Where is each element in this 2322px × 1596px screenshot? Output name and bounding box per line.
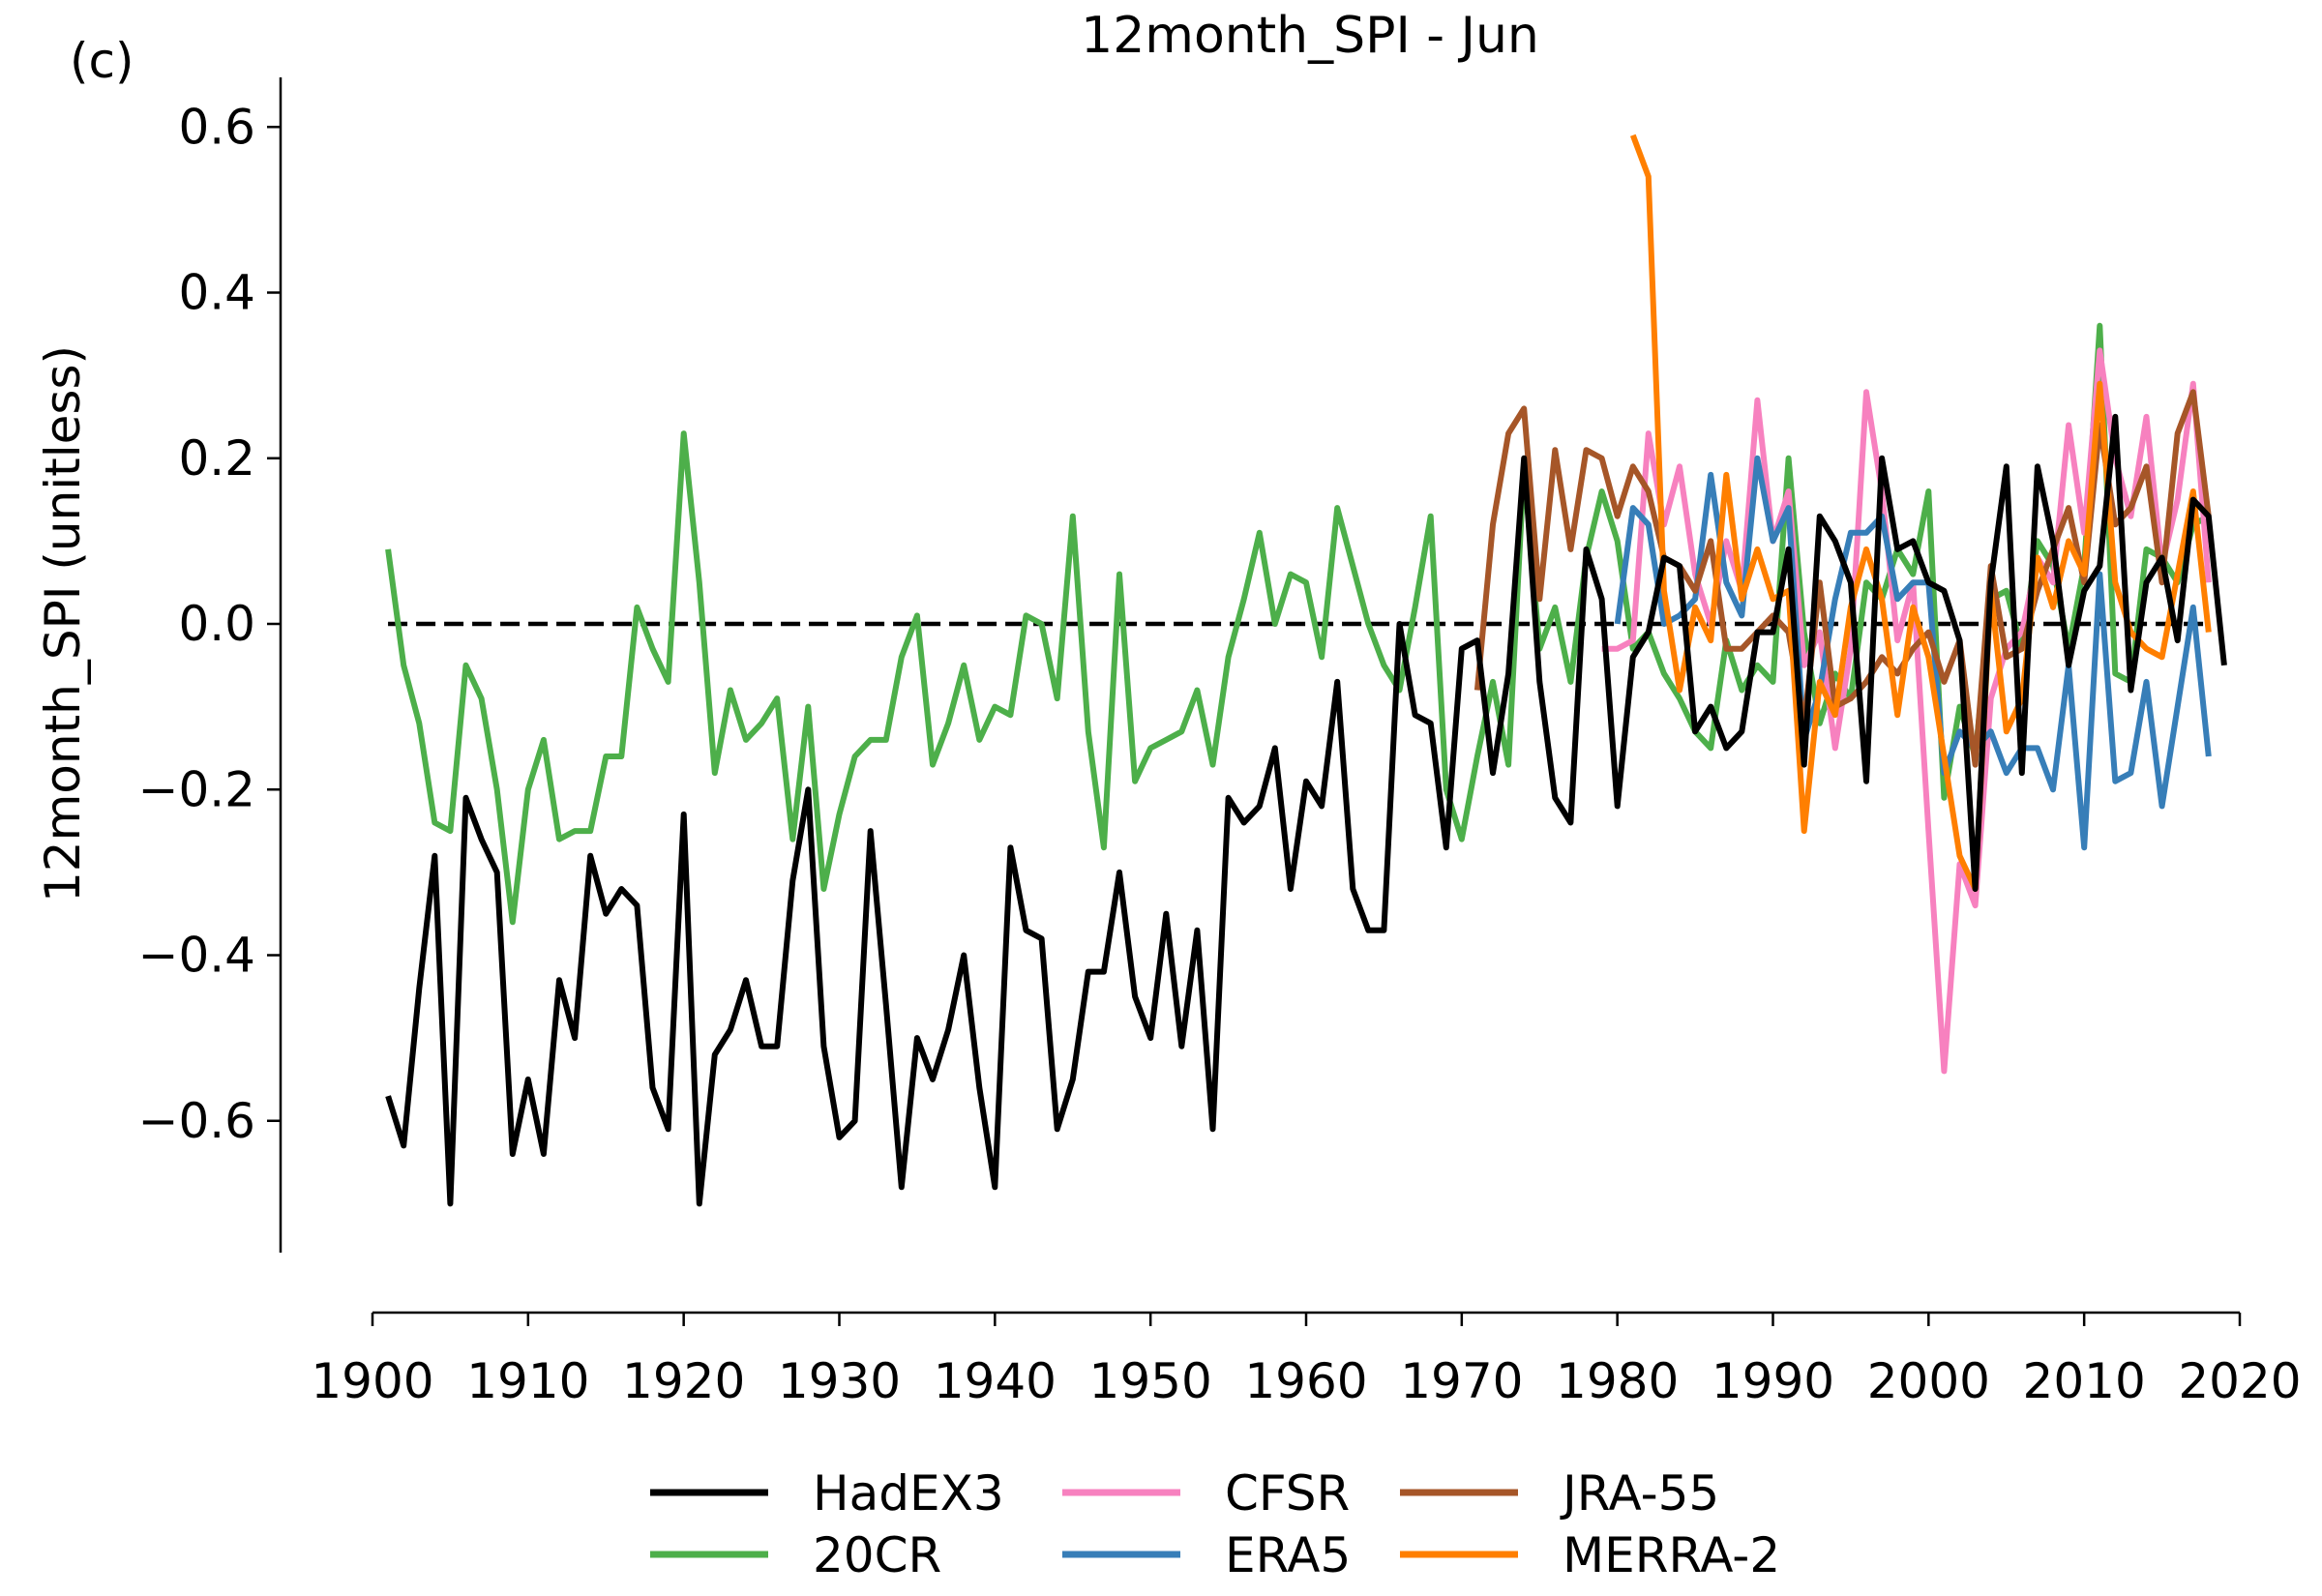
x-tick-label: 1920 xyxy=(622,1353,745,1409)
legend-label-cfsr: CFSR xyxy=(1225,1465,1350,1522)
x-tick-label: 1910 xyxy=(466,1353,589,1409)
series-line-merra-2 xyxy=(1629,133,2212,892)
chart-title: 12month_SPI - Jun xyxy=(1081,7,1539,65)
y-axis: −0.6 −0.4 −0.2 0.0 0.2 0.4 0.6 xyxy=(138,77,283,1253)
legend-label-hadex3: HadEX3 xyxy=(813,1465,1004,1522)
x-axis: 1900 1910 1920 1930 1940 1950 1960 1970 1980 1990… xyxy=(311,1311,2302,1409)
y-tick-label: −0.6 xyxy=(138,1093,255,1149)
series-line-era5 xyxy=(1614,455,2212,851)
x-tick-label: 2000 xyxy=(1867,1353,1990,1409)
y-tick-label: −0.4 xyxy=(138,928,255,984)
plot-area xyxy=(385,133,2227,1207)
x-tick-label: 2020 xyxy=(2178,1353,2301,1409)
series-line-hadex3 xyxy=(385,413,2227,1207)
legend-label-20cr: 20CR xyxy=(813,1527,941,1583)
panel-label: (c) xyxy=(70,33,134,89)
x-tick-label: 1990 xyxy=(1712,1353,1834,1409)
x-tick-label: 1960 xyxy=(1244,1353,1367,1409)
y-tick-label: 0.0 xyxy=(178,596,255,652)
x-tick-label: 2010 xyxy=(2023,1353,2146,1409)
legend-label-era5: ERA5 xyxy=(1225,1527,1351,1583)
legend-label-jra-55: JRA-55 xyxy=(1560,1465,1719,1522)
x-tick-label: 1930 xyxy=(778,1353,901,1409)
x-tick-label: 1940 xyxy=(934,1353,1057,1409)
y-tick-label: 0.6 xyxy=(178,99,255,155)
legend-label-merra-2: MERRA-2 xyxy=(1563,1527,1780,1583)
x-tick-label: 1950 xyxy=(1089,1353,1212,1409)
y-tick-label: 0.4 xyxy=(178,265,255,321)
series-line-20cr xyxy=(385,322,2211,926)
x-tick-label: 1970 xyxy=(1400,1353,1523,1409)
y-tick-label: −0.2 xyxy=(138,761,255,817)
series-line-cfsr xyxy=(1601,347,2212,1075)
y-axis-title: 12month_SPI (unitless) xyxy=(35,345,91,902)
x-tick-label: 1900 xyxy=(311,1353,433,1409)
y-tick-label: 0.2 xyxy=(178,430,255,487)
x-tick-label: 1980 xyxy=(1556,1353,1679,1409)
